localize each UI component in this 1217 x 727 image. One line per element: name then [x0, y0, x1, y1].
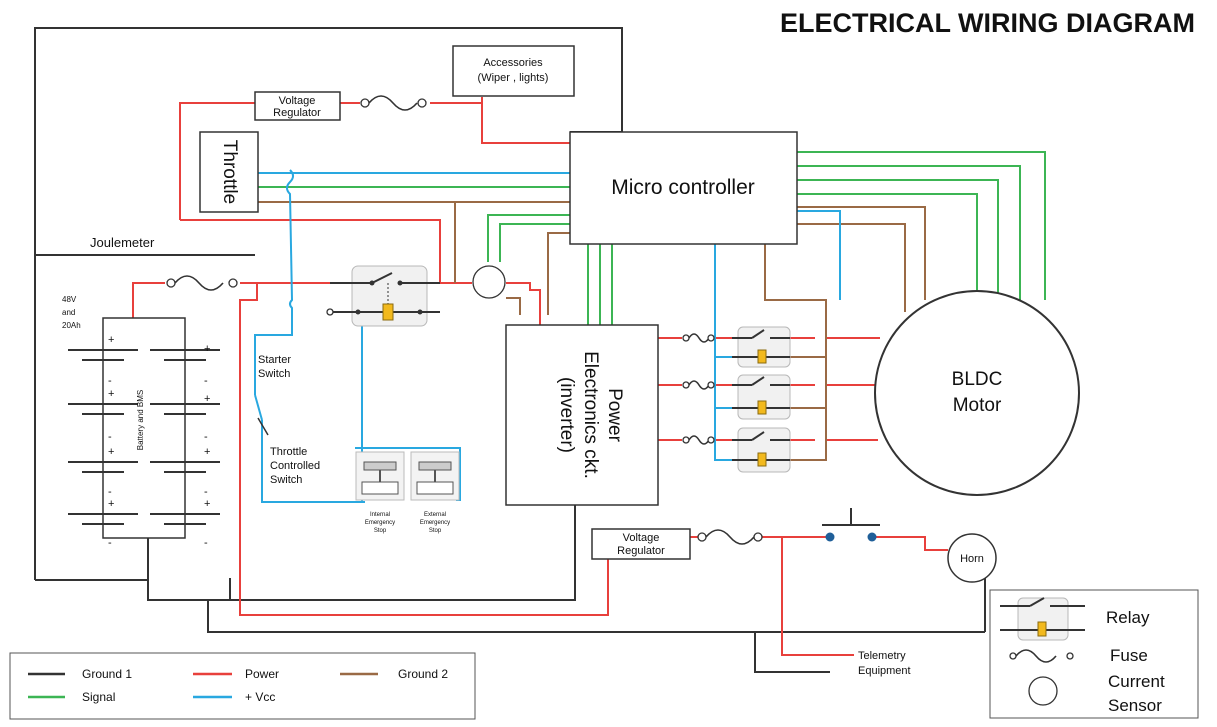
svg-text:Accessories: Accessories — [483, 57, 543, 69]
svg-text:(Wiper , lights): (Wiper , lights) — [478, 72, 549, 84]
legend-ground2: Ground 2 — [398, 667, 448, 681]
battery-bms-label: Battery and BMS — [136, 390, 145, 450]
svg-text:(inverter): (inverter) — [556, 377, 577, 453]
joulemeter-label: Joulemeter — [90, 235, 155, 250]
svg-text:+: + — [108, 334, 114, 346]
telemetry-equipment: Telemetry Equipment — [858, 650, 911, 677]
svg-text:Internal: Internal — [370, 512, 390, 518]
svg-text:Micro controller: Micro controller — [611, 176, 755, 199]
svg-text:-: - — [108, 431, 112, 443]
svg-text:-: - — [204, 537, 208, 549]
svg-text:20Ah: 20Ah — [62, 321, 81, 330]
current-sensor — [472, 265, 506, 299]
microcontroller-box: Micro controller — [569, 131, 798, 245]
relay-phase-2 — [732, 374, 791, 420]
internal-emergency-stop: Internal Emergency Stop — [355, 451, 405, 534]
svg-text:Switch: Switch — [258, 368, 290, 380]
svg-text:-: - — [204, 375, 208, 387]
voltage-regulator-bottom: Voltage Regulator — [591, 528, 691, 560]
svg-text:+: + — [204, 498, 210, 510]
svg-text:Motor: Motor — [953, 395, 1002, 416]
diagram-title: ELECTRICAL WIRING DIAGRAM — [780, 8, 1195, 38]
svg-text:Regulator: Regulator — [617, 545, 665, 557]
relay-phase-3 — [732, 427, 791, 473]
svg-text:Emergency: Emergency — [420, 520, 450, 526]
svg-text:Electronics ckt.: Electronics ckt. — [580, 351, 601, 479]
external-emergency-stop: External Emergency Stop — [410, 451, 460, 534]
power-wires — [132, 97, 948, 656]
svg-text:Starter: Starter — [258, 354, 291, 366]
svg-text:+: + — [204, 393, 210, 405]
symbol-legend: Relay Fuse Current Sensor — [989, 589, 1199, 719]
svg-text:+: + — [108, 388, 114, 400]
svg-text:+: + — [108, 446, 114, 458]
fuse-main — [166, 275, 238, 291]
svg-text:External: External — [424, 512, 446, 518]
legend-ground1: Ground 1 — [82, 667, 132, 681]
phase-fuses — [682, 333, 715, 445]
horn: Horn — [947, 533, 997, 583]
legend-current-sensor-2: Sensor — [1108, 696, 1162, 715]
svg-text:-: - — [108, 375, 112, 387]
svg-text:Power: Power — [604, 388, 625, 443]
legend-vcc: + Vcc — [245, 690, 275, 704]
bldc-motor: BLDC Motor — [874, 290, 1080, 496]
wire-legend: Ground 1 Power Ground 2 Signal + Vcc — [9, 652, 476, 720]
svg-text:Switch: Switch — [270, 474, 302, 486]
svg-text:Throttle: Throttle — [219, 140, 240, 204]
svg-text:Controlled: Controlled — [270, 460, 320, 472]
svg-text:Regulator: Regulator — [273, 107, 321, 119]
relay-phase-1 — [732, 326, 791, 368]
svg-text:+: + — [108, 498, 114, 510]
svg-text:-: - — [204, 486, 208, 498]
fuse-top — [360, 95, 427, 111]
ground2-wires — [258, 201, 926, 461]
signal-wires — [258, 151, 1046, 325]
legend-fuse: Fuse — [1110, 646, 1148, 665]
svg-text:-: - — [108, 486, 112, 498]
throttle-controlled-switch: Throttle Controlled Switch — [270, 446, 320, 486]
svg-text:Telemetry: Telemetry — [858, 650, 906, 662]
svg-text:-: - — [204, 431, 208, 443]
svg-text:48V: 48V — [62, 295, 77, 304]
throttle-box: Throttle — [199, 131, 259, 213]
legend-power: Power — [245, 667, 279, 681]
svg-text:and: and — [62, 308, 75, 317]
power-electronics-box: Power Electronics ckt. (inverter) — [505, 324, 659, 506]
relay-main — [326, 265, 440, 327]
svg-text:-: - — [108, 537, 112, 549]
svg-text:Emergency: Emergency — [365, 520, 395, 526]
legend-current-sensor-1: Current — [1108, 672, 1165, 691]
battery-pack: 48V and 20Ah +- +- +- +- +- +- +- +- — [62, 295, 220, 549]
svg-text:Horn: Horn — [960, 553, 984, 565]
svg-text:BLDC: BLDC — [952, 369, 1003, 390]
voltage-regulator-top: Voltage Regulator — [254, 91, 341, 121]
starter-switch: Starter Switch — [254, 354, 291, 440]
accessories-box: Accessories (Wiper , lights) — [452, 45, 575, 97]
svg-text:Stop: Stop — [429, 528, 442, 534]
legend-signal: Signal — [82, 690, 115, 704]
svg-text:Voltage: Voltage — [623, 532, 660, 544]
svg-text:Throttle: Throttle — [270, 446, 307, 458]
svg-text:Voltage: Voltage — [279, 95, 316, 107]
svg-text:Equipment: Equipment — [858, 665, 911, 677]
svg-text:+: + — [204, 343, 210, 355]
svg-text:+: + — [204, 446, 210, 458]
fuse-bottom — [697, 529, 763, 545]
svg-text:Stop: Stop — [374, 528, 387, 534]
horn-button — [822, 508, 880, 542]
legend-relay: Relay — [1106, 608, 1150, 627]
